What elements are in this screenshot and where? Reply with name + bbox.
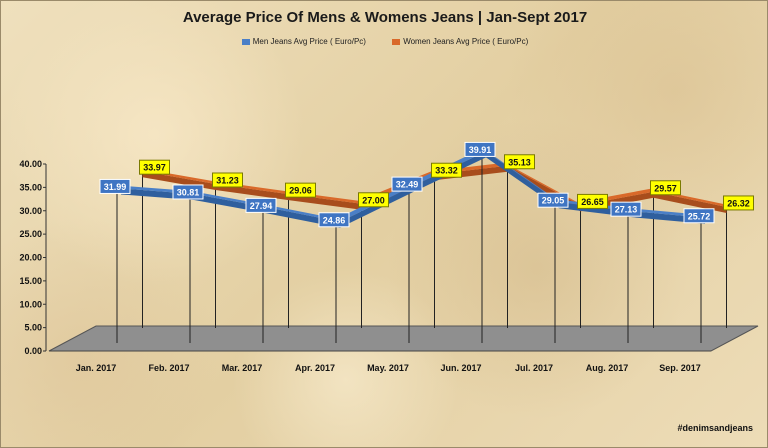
watermark-text: #denimsandjeans (677, 423, 753, 433)
x-tick-label: Jun. 2017 (440, 363, 481, 373)
y-tick-label: 20.00 (19, 253, 42, 263)
data-label-men-box (318, 212, 350, 228)
y-tick-label: 15.00 (19, 276, 42, 286)
legend-label-women: Women Jeans Avg Price ( Euro/Pc) (403, 37, 529, 46)
data-label-men: 32.49 (396, 180, 419, 190)
data-label-men: 24.86 (323, 215, 346, 225)
data-label-women: 29.06 (289, 186, 312, 196)
legend-swatch-women (392, 38, 401, 45)
data-label-men: 31.99 (104, 182, 127, 192)
data-label-women-box (139, 159, 170, 175)
x-tick-label: Mar. 2017 (222, 363, 263, 373)
data-label-women-box (723, 195, 754, 211)
x-tick-label: Sep. 2017 (659, 363, 701, 373)
legend-item-women: Women Jeans Avg Price ( Euro/Pc) (392, 37, 528, 46)
data-label-men: 25.72 (688, 211, 711, 221)
data-label-women-box (212, 172, 243, 188)
data-label-men: 27.94 (250, 201, 273, 211)
y-tick-label: 0.00 (24, 346, 42, 356)
data-label-women: 35.13 (508, 157, 531, 167)
data-label-women: 33.32 (435, 166, 458, 176)
x-tick-label: May. 2017 (367, 363, 409, 373)
data-label-women-box (358, 192, 389, 208)
data-label-men: 30.81 (177, 187, 200, 197)
chart-floor (48, 325, 759, 352)
data-label-men-box (683, 208, 715, 224)
data-label-women: 27.00 (362, 195, 385, 205)
x-tick-label: Feb. 2017 (148, 363, 189, 373)
data-label-women: 29.57 (654, 183, 677, 193)
chart-title: Average Price Of Mens & Womens Jeans | J… (182, 9, 588, 26)
data-label-men: 29.05 (542, 196, 565, 206)
data-label-women-box (650, 180, 681, 196)
y-tick-label: 5.00 (24, 323, 42, 333)
x-tick-label: Aug. 2017 (586, 363, 629, 373)
data-label-men-box (391, 176, 423, 192)
data-label-men: 39.91 (469, 145, 492, 155)
data-label-women: 31.23 (216, 175, 239, 185)
y-tick-label: 25.00 (19, 229, 42, 239)
data-label-women-box (431, 162, 462, 178)
data-label-men-box (610, 201, 642, 217)
legend-item-men: Men Jeans Avg Price ( Euro/Pc) (241, 37, 366, 46)
y-tick-label: 30.00 (19, 206, 42, 216)
legend-swatch-men (241, 38, 250, 45)
data-label-men: 27.13 (615, 205, 638, 215)
data-label-women: 26.32 (727, 198, 750, 208)
x-tick-label: Apr. 2017 (295, 363, 335, 373)
y-tick-label: 40.00 (19, 159, 42, 169)
data-label-men-box (537, 192, 569, 208)
data-label-men-box (172, 184, 204, 200)
data-label-women-box (577, 193, 608, 209)
data-label-women: 33.97 (143, 163, 166, 173)
data-label-men-box (464, 141, 496, 157)
chart-legend: Men Jeans Avg Price ( Euro/Pc) Women Jea… (1, 37, 768, 46)
x-tick-label: Jul. 2017 (515, 363, 553, 373)
data-label-men-box (245, 197, 277, 213)
data-label-women-box (504, 154, 535, 170)
legend-label-men: Men Jeans Avg Price ( Euro/Pc) (252, 37, 366, 46)
data-label-men-box (99, 178, 131, 194)
data-label-women-box (285, 182, 316, 198)
data-label-women: 26.65 (581, 197, 604, 207)
y-tick-label: 10.00 (19, 299, 42, 309)
y-tick-label: 35.00 (19, 182, 42, 192)
x-tick-label: Jan. 2017 (76, 363, 117, 373)
